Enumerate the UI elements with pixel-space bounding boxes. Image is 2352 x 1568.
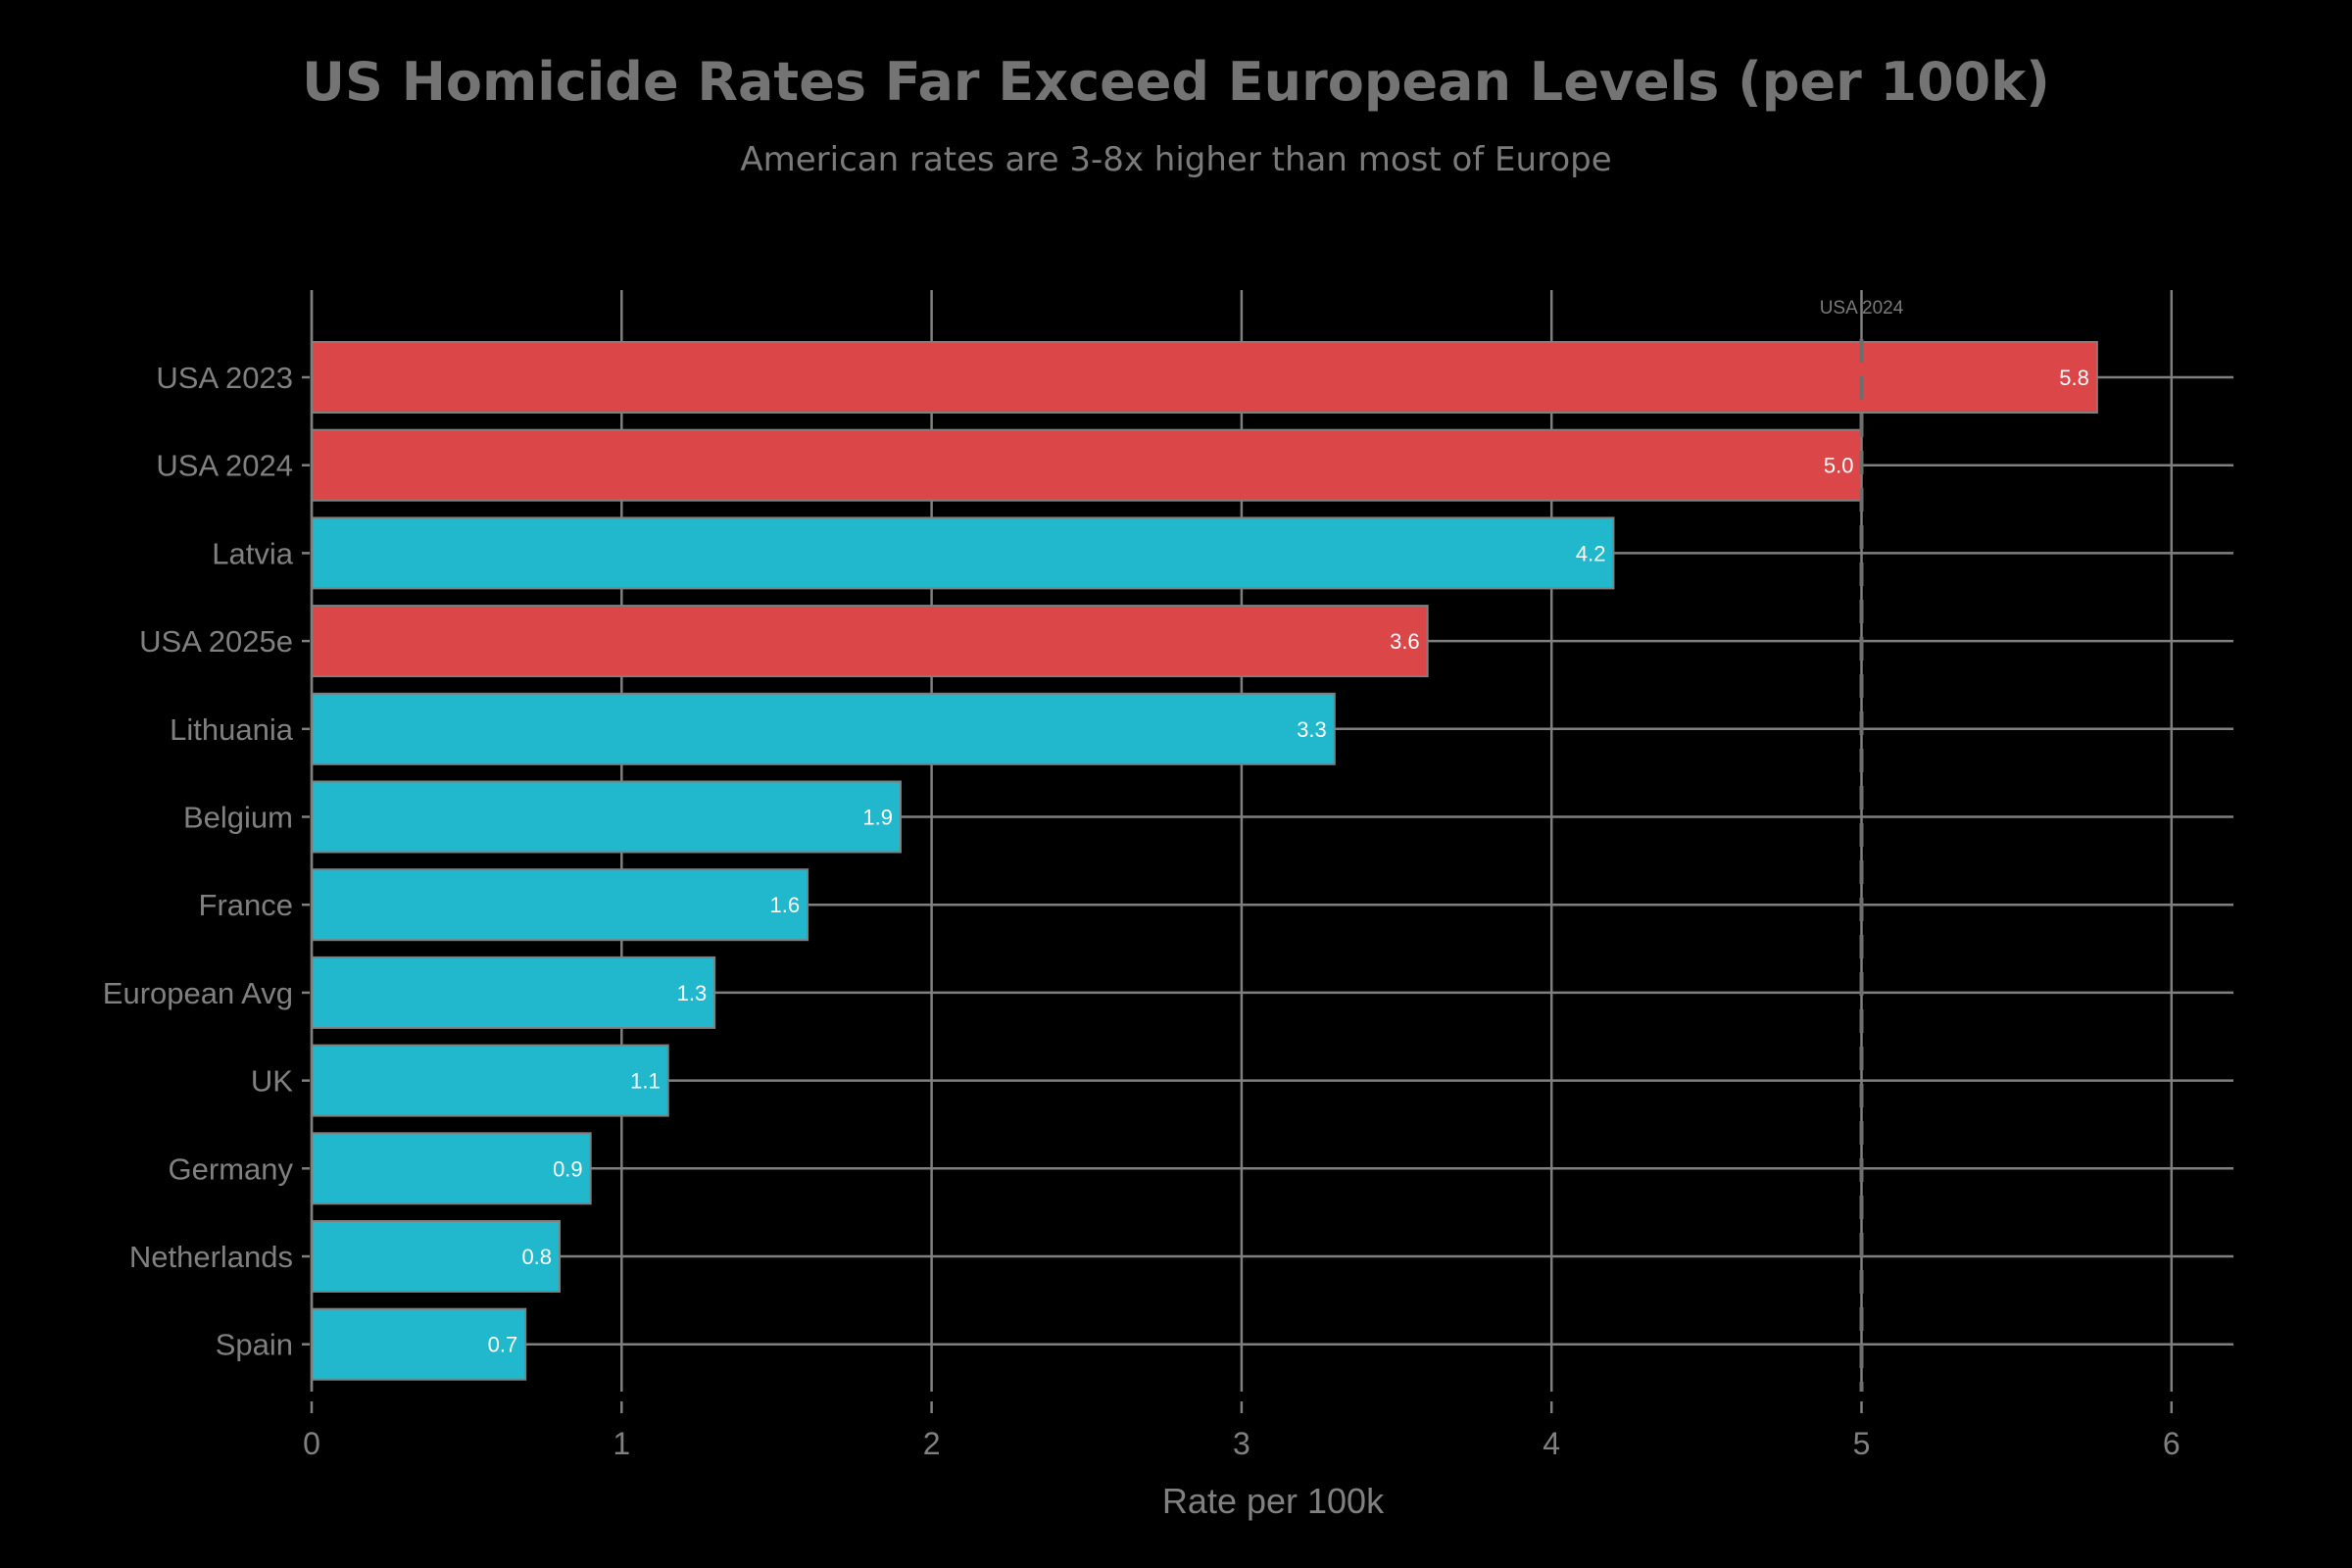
- x-axis-title: Rate per 100k: [1162, 1481, 1385, 1521]
- x-tick-label: 3: [1233, 1426, 1250, 1461]
- x-tick-label: 2: [923, 1426, 941, 1461]
- x-tick-label: 1: [612, 1426, 630, 1461]
- y-tick-label: Germany: [169, 1152, 294, 1186]
- bar-belgium: [311, 780, 902, 854]
- bar-european-avg: [311, 956, 716, 1029]
- y-tick-label: Netherlands: [129, 1240, 293, 1274]
- y-tick-label: USA 2024: [156, 449, 293, 483]
- bar-germany: [311, 1132, 592, 1205]
- data-label: 1.3: [677, 981, 708, 1005]
- y-tick-label: France: [199, 888, 293, 922]
- bar-netherlands: [311, 1220, 562, 1293]
- chart-subtitle: American rates are 3-8x higher than most…: [740, 140, 1611, 179]
- data-label: 0.7: [488, 1333, 518, 1357]
- data-label: 1.6: [769, 893, 800, 917]
- reference-line-label: USA 2024: [1820, 298, 1904, 318]
- data-label: 1.9: [862, 806, 893, 830]
- data-label: 1.1: [630, 1069, 661, 1094]
- y-tick-label: Spain: [216, 1328, 293, 1362]
- data-label: 0.9: [553, 1156, 583, 1181]
- data-label: 3.3: [1297, 717, 1327, 742]
- data-label: 5.0: [1824, 454, 1854, 478]
- x-tick-label: 0: [303, 1426, 320, 1461]
- chart-title: US Homicide Rates Far Exceed European Le…: [302, 51, 2050, 113]
- bar-usa-2023: [311, 341, 2098, 414]
- y-tick-label: Latvia: [212, 536, 293, 570]
- reference-line-layer: USA 2024: [1820, 298, 1904, 1392]
- data-label: 3.6: [1390, 629, 1420, 654]
- axis-layer: 0 1 2 3 4 5 6 USA 2023 USA 2024 Latvia USA 2025e Li…: [103, 290, 2180, 1461]
- bar-uk: [311, 1044, 669, 1117]
- data-label: 0.8: [521, 1245, 552, 1269]
- y-tick-label: USA 2025e: [139, 624, 293, 659]
- data-label: 5.8: [2059, 366, 2089, 390]
- x-tick-label: 5: [1853, 1426, 1871, 1461]
- x-tick-label: 4: [1543, 1426, 1560, 1461]
- bar-spain: [311, 1307, 527, 1381]
- y-tick-label: European Avg: [103, 976, 293, 1010]
- y-tick-label: USA 2023: [156, 361, 293, 395]
- bar-usa-2024: [311, 428, 1863, 502]
- y-tick-label: UK: [251, 1064, 293, 1099]
- y-tick-label: Belgium: [183, 801, 293, 835]
- data-label: 4.2: [1576, 541, 1606, 565]
- bar-lithuania: [311, 692, 1336, 765]
- bars-layer: [311, 341, 2098, 1381]
- x-tick-label: 6: [2163, 1426, 2180, 1461]
- bar-france: [311, 868, 809, 942]
- y-tick-label: Lithuania: [170, 712, 294, 747]
- labels-layer: 5.8 5.0 4.2 3.6 3.3 1.9 1.6 1.3 1.1 0.9 0.8 0.7: [488, 366, 2089, 1357]
- bar-latvia: [311, 516, 1615, 590]
- bar-usa-2025e: [311, 605, 1429, 678]
